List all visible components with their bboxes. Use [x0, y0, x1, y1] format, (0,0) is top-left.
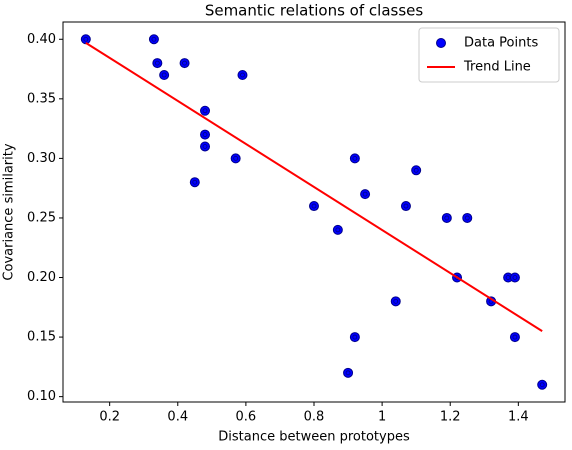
data-point — [200, 141, 211, 152]
data-point — [152, 58, 163, 69]
data-point — [230, 153, 241, 164]
data-point — [148, 34, 159, 45]
y-tick-label: 0.30 — [27, 151, 56, 166]
point-core — [311, 203, 317, 209]
point-marker — [349, 153, 360, 164]
y-tick-label: 0.20 — [27, 270, 56, 285]
data-point — [390, 296, 401, 307]
data-point — [349, 153, 360, 164]
point-core — [413, 167, 419, 173]
point-core — [464, 215, 470, 221]
point-core — [202, 132, 208, 137]
point-core — [240, 72, 245, 78]
point-marker — [509, 272, 520, 283]
data-point — [80, 34, 91, 45]
legend-label: Data Points — [464, 36, 538, 51]
point-marker — [349, 332, 360, 343]
x-tick-label: 0.4 — [167, 410, 188, 425]
data-point — [343, 367, 354, 378]
point-core — [403, 203, 409, 209]
data-point — [349, 332, 360, 343]
data-point — [441, 212, 452, 223]
point-marker — [411, 165, 422, 176]
point-marker — [230, 153, 241, 164]
point-marker — [189, 177, 200, 188]
point-marker — [441, 212, 452, 223]
data-point — [179, 58, 190, 69]
data-point — [462, 212, 473, 223]
data-point — [411, 165, 422, 176]
point-marker — [390, 296, 401, 307]
y-tick-label: 0.35 — [27, 91, 56, 106]
x-tick-label: 0.2 — [99, 410, 120, 425]
point-marker — [159, 70, 170, 81]
chart-title: Semantic relations of classes — [205, 2, 424, 20]
x-tick-label: 0.8 — [304, 410, 325, 425]
data-point — [237, 70, 248, 81]
point-marker — [200, 141, 211, 152]
point-core — [539, 382, 545, 388]
point-marker — [332, 224, 343, 235]
point-marker — [179, 58, 190, 69]
point-core — [393, 298, 399, 304]
y-axis-label: Covariance similarity — [2, 143, 17, 280]
point-core — [362, 191, 368, 197]
trend-line — [85, 42, 543, 332]
point-marker — [148, 34, 159, 45]
point-marker — [309, 201, 319, 212]
point-core — [182, 60, 187, 66]
x-tick-label: 1 — [378, 410, 386, 425]
point-core — [151, 36, 157, 42]
data-point — [400, 201, 411, 212]
point-core — [202, 144, 208, 149]
data-point — [509, 332, 520, 343]
point-core — [352, 155, 358, 161]
x-axis-label: Distance between prototypes — [218, 430, 410, 445]
data-point — [159, 70, 170, 81]
point-marker — [200, 105, 211, 116]
x-tick-label: 1.2 — [440, 410, 461, 425]
point-core — [202, 108, 208, 114]
point-marker — [462, 212, 473, 223]
point-core — [345, 370, 351, 376]
legend-box — [418, 27, 560, 83]
point-marker — [343, 367, 354, 378]
data-point — [200, 105, 211, 116]
point-core — [512, 334, 518, 340]
point-core — [444, 215, 450, 221]
data-point — [332, 224, 343, 235]
data-point — [537, 379, 548, 390]
data-point — [200, 129, 211, 140]
point-marker — [400, 201, 411, 212]
point-core — [192, 179, 198, 185]
point-marker — [237, 70, 248, 81]
point-core — [83, 36, 89, 42]
point-core — [352, 334, 358, 340]
point-marker — [509, 332, 520, 343]
legend-label: Trend Line — [463, 60, 531, 75]
y-tick-label: 0.15 — [27, 330, 56, 345]
legend-marker — [436, 38, 446, 48]
y-tick-label: 0.10 — [27, 389, 56, 404]
data-point — [309, 201, 319, 212]
point-marker — [80, 34, 91, 45]
data-point — [360, 189, 371, 200]
data-point — [509, 272, 520, 283]
point-core — [512, 275, 518, 280]
point-core — [161, 72, 167, 78]
point-core — [154, 60, 160, 66]
x-tick-label: 0.6 — [236, 410, 257, 425]
point-core — [335, 227, 341, 233]
y-tick-label: 0.25 — [27, 210, 56, 225]
point-marker — [152, 58, 163, 69]
point-marker — [200, 129, 211, 140]
y-tick-label: 0.40 — [27, 32, 56, 47]
point-core — [233, 155, 239, 161]
x-tick-label: 1.4 — [508, 410, 529, 425]
point-marker — [360, 189, 371, 200]
data-point — [189, 177, 200, 188]
point-marker — [537, 379, 548, 390]
